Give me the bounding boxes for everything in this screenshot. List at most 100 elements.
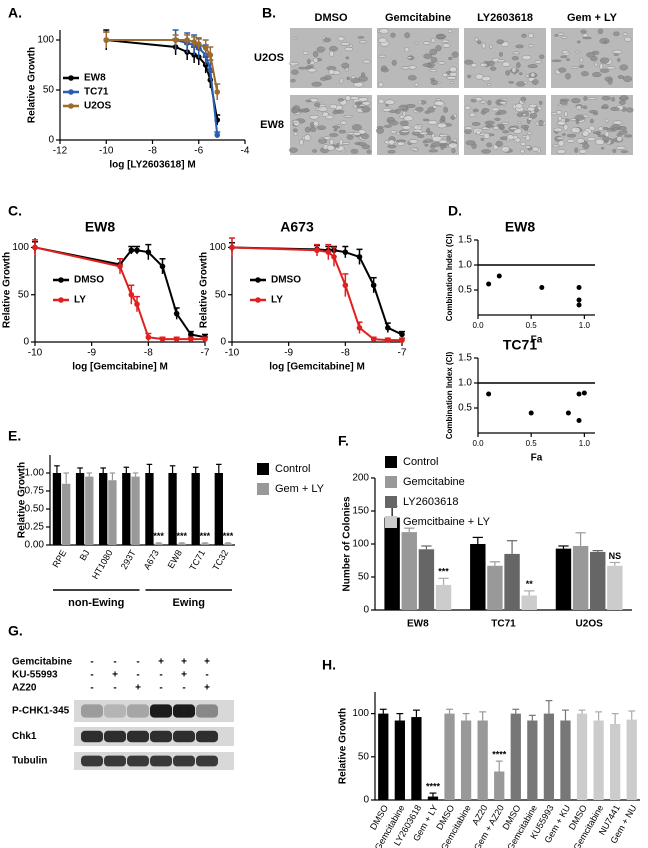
- cell: [521, 55, 532, 61]
- x-axis-label: log [Gemcitabine] M: [269, 362, 365, 373]
- cell: [522, 113, 527, 117]
- cell: [516, 62, 521, 69]
- cell: [384, 99, 395, 105]
- cell: [407, 56, 412, 60]
- cell: [479, 62, 488, 68]
- cell: [495, 140, 503, 147]
- cell: [486, 142, 493, 148]
- y-tick-label: 100: [352, 708, 369, 719]
- cell: [304, 107, 309, 112]
- cell: [429, 69, 438, 73]
- cell: [525, 134, 531, 141]
- cell: [485, 124, 495, 128]
- column-header: DMSO: [315, 12, 348, 24]
- legend-dot: [58, 297, 64, 303]
- y-axis-label: Combination Index (CI): [445, 351, 454, 439]
- cell: [558, 67, 567, 73]
- cell: [580, 29, 587, 34]
- cell: [378, 54, 386, 58]
- y-axis-label: Relative Growth: [338, 708, 349, 784]
- bar: [223, 543, 233, 545]
- chart-title: EW8: [505, 219, 536, 235]
- point: [370, 282, 377, 289]
- cell: [400, 66, 411, 70]
- point: [207, 52, 214, 58]
- cell-texture: [377, 28, 459, 88]
- cell: [612, 120, 623, 125]
- chart-title: EW8: [85, 219, 116, 235]
- blot-band: [173, 704, 195, 718]
- cell: [487, 60, 495, 66]
- cell: [431, 142, 441, 147]
- cell: [617, 58, 621, 62]
- cell: [290, 79, 296, 83]
- treatment-label: KU-55993: [12, 670, 58, 681]
- point: [134, 301, 140, 307]
- cell: [350, 77, 361, 83]
- cell: [309, 114, 319, 120]
- cell: [481, 149, 491, 154]
- cell: [291, 69, 299, 75]
- y-tick-label: 50: [43, 85, 55, 96]
- cell: [339, 139, 344, 146]
- cell: [601, 96, 611, 101]
- cell: [304, 126, 311, 133]
- point: [342, 249, 349, 255]
- cell: [588, 110, 598, 114]
- cell: [434, 100, 445, 106]
- cell: [441, 39, 450, 43]
- cell: [322, 111, 329, 117]
- blot-band: [81, 704, 103, 718]
- cell-texture: [288, 95, 372, 154]
- cell-texture: [551, 28, 633, 85]
- cell: [613, 31, 620, 37]
- cell: [293, 131, 298, 137]
- panel-label: E.: [8, 428, 21, 444]
- treatment-sign: -: [159, 670, 162, 681]
- blot-band: [104, 730, 126, 743]
- cell: [447, 29, 453, 34]
- point: [188, 331, 194, 338]
- cell: [483, 132, 490, 139]
- cell: [305, 99, 312, 103]
- x-axis-label: Fa: [531, 453, 543, 464]
- point: [342, 282, 349, 289]
- cell: [553, 127, 563, 132]
- cell: [340, 120, 347, 125]
- panel-label: A.: [8, 5, 22, 21]
- x-axis-label: log [LY2603618] M: [109, 160, 195, 171]
- cell: [578, 64, 585, 69]
- y-tick-label: 50: [215, 289, 227, 300]
- cell: [422, 118, 430, 122]
- cell: [618, 100, 626, 105]
- cell: [565, 73, 571, 80]
- point: [188, 336, 194, 342]
- y-tick-label: 50: [358, 751, 370, 762]
- y-tick-label: 100: [352, 539, 369, 550]
- legend-label: Control: [403, 456, 438, 468]
- cell-texture: [464, 33, 545, 87]
- micrograph: [377, 28, 459, 88]
- cell: [440, 116, 446, 122]
- cell: [442, 72, 448, 78]
- cell: [480, 137, 485, 141]
- blot-band: [173, 730, 195, 743]
- cell: [424, 139, 434, 143]
- bar: [555, 548, 572, 610]
- bar: [543, 713, 555, 800]
- bar: [62, 483, 71, 545]
- y-axis-label: Relative Growth: [2, 252, 13, 328]
- cell: [451, 148, 456, 154]
- legend-label: U2OS: [84, 101, 112, 112]
- point: [128, 247, 135, 254]
- cell: [505, 70, 510, 76]
- cell: [527, 64, 538, 69]
- x-tick-label: -10: [225, 348, 240, 359]
- blot-band: [104, 755, 126, 767]
- point: [173, 310, 180, 317]
- cell: [313, 57, 319, 63]
- y-tick-label: 100: [37, 35, 54, 46]
- cell: [561, 36, 568, 39]
- cell: [388, 109, 397, 113]
- treatment-sign: +: [181, 657, 187, 668]
